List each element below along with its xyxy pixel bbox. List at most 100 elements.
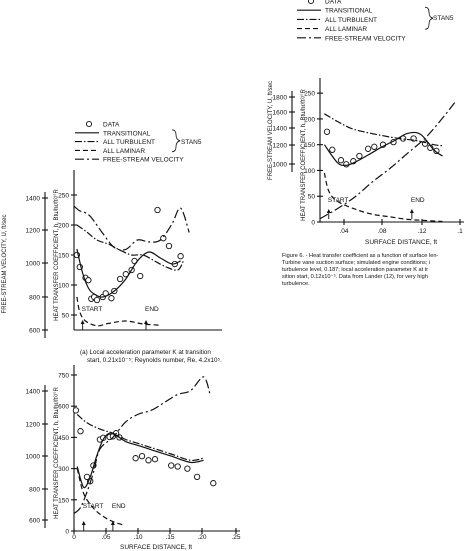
velocity-axis-title: FREE-STREAM VELOCITY, U, ft/sec	[2, 215, 8, 314]
series-line-free-stream-velocity	[73, 205, 190, 251]
x-tick-label: .15	[165, 534, 174, 541]
h-tick-label: 150	[58, 253, 69, 260]
h-tick-label: 100	[58, 283, 69, 290]
h-tick-label: 150	[304, 142, 315, 149]
legend-group-label: STAN5	[181, 139, 202, 146]
data-point	[72, 407, 80, 414]
legend-label: FREE-STREAM VELOCITY	[103, 157, 184, 164]
h-tick-label: 250	[304, 91, 315, 98]
series-line-transitional	[76, 248, 181, 298]
velocity-tick-label: 1400	[26, 196, 41, 203]
legend-label: ALL TURBULENT	[103, 139, 155, 146]
series-line-free-stream-velocity	[319, 101, 457, 220]
data-point	[116, 275, 124, 283]
velocity-tick-label: 600	[29, 518, 40, 525]
start-arrowhead	[81, 521, 86, 525]
figure-caption-line: turbulence.	[282, 281, 310, 287]
velocity-tick-label: 1000	[273, 162, 288, 169]
h-tick-label: 0	[311, 220, 315, 227]
h-tick-label: 200	[58, 223, 69, 230]
legend-group-label: STAN5	[433, 15, 454, 22]
data-point	[323, 128, 331, 135]
panel-caption: start, 0.21x10⁻⁵; Reynolds number, Re, 4…	[87, 357, 222, 364]
data-point	[77, 428, 84, 435]
figure-caption: Figure 6. - Heat transfer coefficient as…	[282, 253, 474, 288]
x-tick-label: .12	[417, 228, 426, 235]
data-point	[151, 456, 159, 463]
series-line-all-turbulent	[76, 224, 184, 271]
data-point	[210, 480, 217, 487]
data-point	[343, 161, 350, 168]
velocity-tick-label: 1400	[273, 126, 288, 133]
data-point	[137, 272, 144, 280]
data-point	[433, 147, 440, 155]
legend-label: TRANSITIONAL	[103, 130, 151, 137]
x-tick-label: .1	[457, 228, 463, 235]
velocity-tick-label: 600	[29, 328, 40, 335]
x-tick-label: 0	[72, 534, 76, 541]
velocity-tick-label: 1000	[26, 261, 41, 268]
start-label: START	[328, 197, 349, 204]
velocity-tick-label: 1200	[273, 143, 288, 150]
legend-label: ALL LAMINAR	[103, 148, 145, 155]
data-point	[145, 457, 152, 464]
legend-label: FREE-STREAM VELOCITY	[325, 35, 406, 42]
end-label: END	[411, 197, 425, 204]
velocity-tick-label: 1000	[26, 454, 41, 461]
legend-label: TRANSITIONAL	[325, 8, 373, 15]
velocity-tick-label: 800	[29, 487, 40, 494]
data-point	[132, 455, 139, 462]
velocity-tick-label: 1600	[273, 110, 288, 117]
end-label: END	[112, 503, 126, 510]
legend-label: ALL TURBULENT	[325, 17, 377, 24]
data-point	[174, 463, 181, 470]
data-point	[337, 157, 345, 164]
x-tick-label: .10	[133, 534, 142, 541]
data-point	[85, 277, 92, 284]
h-tick-label: 150	[58, 497, 69, 504]
data-point	[154, 206, 161, 214]
velocity-tick-label: 800	[29, 295, 40, 302]
end-arrowhead	[110, 521, 115, 525]
legend-marker-data	[307, 0, 315, 5]
series-line-transitional	[76, 432, 204, 489]
h-tick-label: 750	[58, 373, 69, 380]
data-point	[177, 253, 184, 260]
end-label: END	[145, 306, 159, 313]
series-line-all-turbulent	[324, 113, 443, 147]
end-arrowhead	[409, 209, 414, 213]
figure-caption-line: turbulence level, 0.187; local accelerat…	[282, 267, 429, 273]
data-point	[364, 145, 372, 152]
figure-caption-line: Turbine vane suction surface; simulated …	[282, 260, 431, 266]
legend-marker-data	[85, 120, 93, 128]
data-point	[108, 295, 115, 302]
h-tick-label: 300	[58, 466, 69, 473]
x-tick-label: .05	[101, 534, 110, 541]
x-tick-label: .25	[231, 534, 240, 541]
legend-label: DATA	[325, 0, 342, 6]
series-line-all-laminar	[76, 296, 161, 327]
start-label: START	[83, 503, 104, 510]
data-point	[329, 146, 336, 153]
x-tick-label: .20	[197, 534, 206, 541]
data-point	[168, 462, 175, 469]
velocity-axis-title: FREE-STREAM VELOCITY, U, ft/sec	[268, 81, 274, 180]
start-label: START	[82, 306, 103, 313]
chart-panel-right: 1800 1600 1400 1200 1000 250 200 150 100 50 0 .04 .0…	[268, 0, 464, 246]
start-arrowhead	[326, 209, 331, 213]
x-tick-label: .08	[377, 228, 386, 235]
x-axis-title: SURFACE DISTANCE, ft	[365, 239, 437, 246]
h-axis-title: HEAT TRANSFER COEFFICIENT, h, Btu/hr/ft²…	[54, 188, 60, 320]
data-point	[93, 296, 101, 304]
data-point	[138, 452, 146, 460]
end-arrowhead	[144, 320, 148, 324]
h-axis-title: HEAT TRANSFER COEFFICIENT, h, Btu/hr/ft²…	[54, 386, 60, 518]
x-tick-label: .04	[339, 228, 348, 235]
legend-label: ALL LAMINAR	[325, 26, 367, 33]
data-point	[160, 235, 167, 242]
h-axis-title: HEAT TRANSFER COEFFICIENT, h, Btu/hr/ft²…	[301, 88, 307, 220]
legend-bracket	[424, 6, 434, 30]
chart-panel-lower-left: 1400 1200 1000 800 600 750 600 450 300 150 00 .05 .1…	[26, 365, 241, 551]
data-point	[356, 152, 363, 160]
